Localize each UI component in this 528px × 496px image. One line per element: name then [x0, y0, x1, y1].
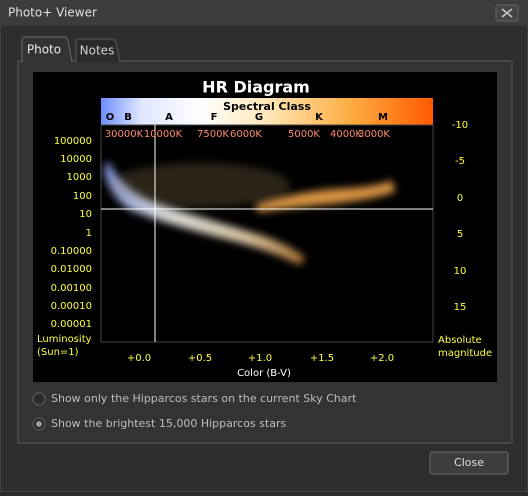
x-tick-label: +0.0: [127, 353, 151, 364]
x-tick-label: +1.0: [248, 353, 272, 364]
y-tick-label: 0.10000: [51, 246, 92, 257]
y2-tick-label: -10: [452, 120, 468, 131]
y-tick-label: 1000: [67, 172, 92, 183]
spectral-class: B: [124, 112, 132, 123]
spectral-class: A: [165, 112, 173, 123]
y-tick-label: 1: [86, 228, 92, 239]
spectral-class: O: [106, 112, 115, 123]
close-icon: [501, 8, 513, 18]
y-tick-label: 0.00001: [51, 319, 92, 330]
tab-label[interactable]: Photo: [27, 43, 61, 57]
y-tick-label: 0.01000: [51, 264, 92, 275]
window-title: Photo+ Viewer: [8, 6, 97, 20]
x-tick-label: +1.5: [310, 353, 334, 364]
spectral-class: F: [211, 112, 218, 123]
radio-button[interactable]: [32, 392, 46, 406]
plot-frame: [100, 124, 434, 343]
title-bar: [0, 0, 528, 26]
diagram-title: HR Diagram: [202, 78, 310, 97]
y-tick-label: 100000: [54, 136, 92, 147]
hr-diagram: HR Diagram Spectral Class Luminosity (Su…: [33, 72, 497, 382]
y2-tick-label: 15: [454, 302, 467, 313]
main-sequence: [104, 160, 305, 265]
y-tick-label: 100: [73, 191, 92, 202]
y2-tick-label: 5: [457, 229, 463, 240]
temperature-label: 3000K: [358, 129, 390, 140]
spectral-class: M: [378, 112, 388, 123]
temperature-label: 5000K: [288, 129, 320, 140]
x-tick-label: +2.0: [370, 353, 394, 364]
y-tick-label: 10: [79, 209, 92, 220]
y2-axis-label: Absolute: [438, 335, 482, 346]
spectral-class-label: Spectral Class: [223, 100, 311, 113]
y-tick-label: 0.00010: [51, 301, 92, 312]
radio-dot: [36, 421, 42, 427]
x-axis-label: Color (B-V): [237, 368, 291, 379]
option-label[interactable]: Show only the Hipparcos stars on the cur…: [51, 392, 357, 405]
tab-label[interactable]: Notes: [80, 44, 115, 58]
close-button[interactable]: [429, 451, 509, 475]
option-label[interactable]: Show the brightest 15,000 Hipparcos star…: [51, 417, 286, 430]
y-axis-label: Luminosity: [37, 334, 92, 345]
y2-tick-label: 0: [457, 193, 463, 204]
y-tick-label: 0.00100: [51, 283, 92, 294]
y2-tick-label: 10: [454, 266, 467, 277]
temperature-label: 6000K: [230, 129, 262, 140]
temperature-label: 10000K: [144, 129, 183, 140]
temperature-label: 7500K: [197, 129, 229, 140]
temperature-label: 4000K: [330, 129, 362, 140]
y-axis-label: (Sun=1): [37, 347, 79, 358]
spectral-bar: [101, 98, 433, 125]
tab-notes[interactable]: [75, 38, 121, 63]
x-tick-label: +0.5: [188, 353, 212, 364]
scattered-stars: [110, 163, 290, 207]
y2-tick-label: -5: [455, 156, 465, 167]
tab-photo[interactable]: [21, 36, 73, 63]
close-button-label[interactable]: Close: [454, 456, 484, 469]
y2-axis-label: magnitude: [438, 348, 492, 359]
y-tick-label: 10000: [60, 154, 92, 165]
temperature-label: 30000K: [105, 129, 144, 140]
spectral-class: G: [255, 112, 263, 123]
spectral-class: K: [315, 112, 324, 123]
giant-branch: [255, 180, 395, 212]
